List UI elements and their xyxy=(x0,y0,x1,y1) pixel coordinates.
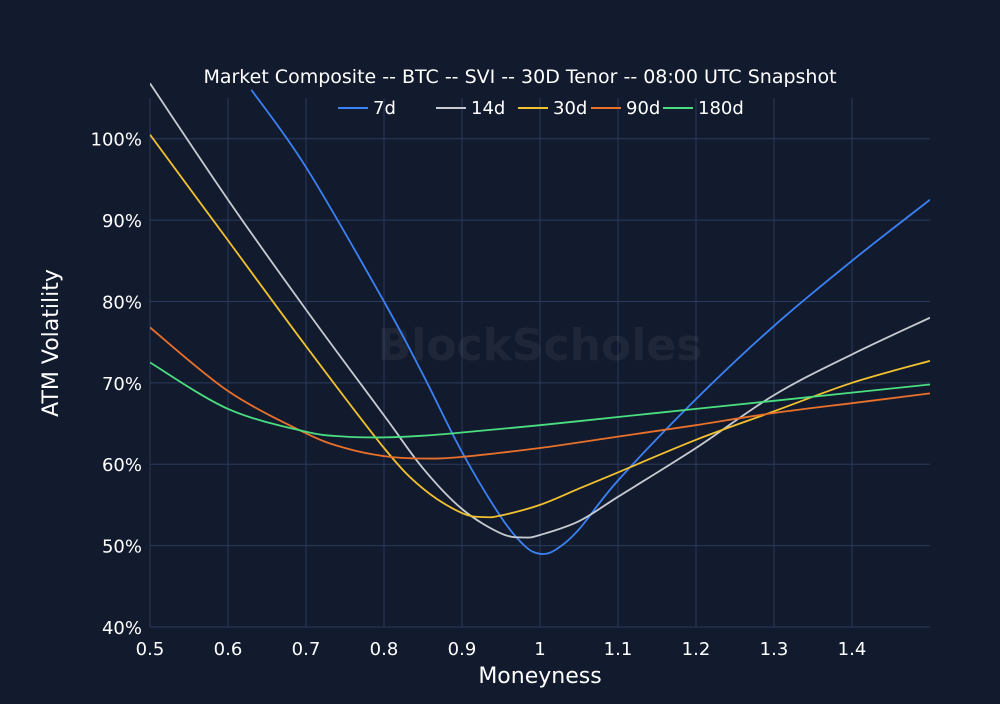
y-tick-label: 90% xyxy=(102,211,142,232)
legend-label: 30d xyxy=(553,98,587,119)
x-tick-label: 0.8 xyxy=(370,639,399,660)
x-tick-label: 0.5 xyxy=(136,639,165,660)
x-axis-ticks: 0.5 0.6 0.7 0.8 0.9 1 1.1 1.2 1.3 1.4 xyxy=(136,639,867,660)
x-tick-label: 1.2 xyxy=(682,639,711,660)
x-tick-label: 0.7 xyxy=(292,639,321,660)
grid xyxy=(149,98,930,628)
series-line-14d xyxy=(150,82,930,539)
y-tick-label: 40% xyxy=(102,618,142,639)
x-tick-label: 0.6 xyxy=(214,639,243,660)
x-tick-label: 1.4 xyxy=(838,639,867,660)
series-line-30d xyxy=(150,134,930,519)
legend-item-90d[interactable]: 90d xyxy=(591,98,660,119)
x-tick-label: 0.9 xyxy=(448,639,477,660)
chart-title: Market Composite -- BTC -- SVI -- 30D Te… xyxy=(203,66,836,88)
legend-label: 90d xyxy=(626,98,660,119)
series-line-90d xyxy=(150,326,930,460)
series-line-7d xyxy=(250,89,930,555)
y-axis-label: ATM Volatility xyxy=(39,269,64,417)
series-lines xyxy=(150,82,930,555)
legend-label: 14d xyxy=(471,98,505,119)
y-tick-label: 70% xyxy=(102,374,142,395)
y-axis-ticks: 40% 50% 60% 70% 80% 90% 100% xyxy=(91,130,142,639)
legend-item-30d[interactable]: 30d xyxy=(518,98,587,119)
x-tick-label: 1.1 xyxy=(604,639,633,660)
watermark: BlockScholes xyxy=(378,320,703,371)
legend[interactable]: 7d 14d 30d 90d 180d xyxy=(338,98,744,119)
legend-item-7d[interactable]: 7d xyxy=(338,98,396,119)
legend-label: 7d xyxy=(373,98,396,119)
y-tick-label: 100% xyxy=(91,130,142,151)
x-tick-label: 1.3 xyxy=(760,639,789,660)
y-tick-label: 50% xyxy=(102,537,142,558)
x-axis-label: Moneyness xyxy=(478,664,601,689)
legend-label: 180d xyxy=(698,98,744,119)
legend-item-14d[interactable]: 14d xyxy=(436,98,505,119)
legend-item-180d[interactable]: 180d xyxy=(663,98,744,119)
series-line-180d xyxy=(150,361,930,439)
y-tick-label: 80% xyxy=(102,292,142,313)
y-tick-label: 60% xyxy=(102,455,142,476)
x-tick-label: 1 xyxy=(534,639,545,660)
